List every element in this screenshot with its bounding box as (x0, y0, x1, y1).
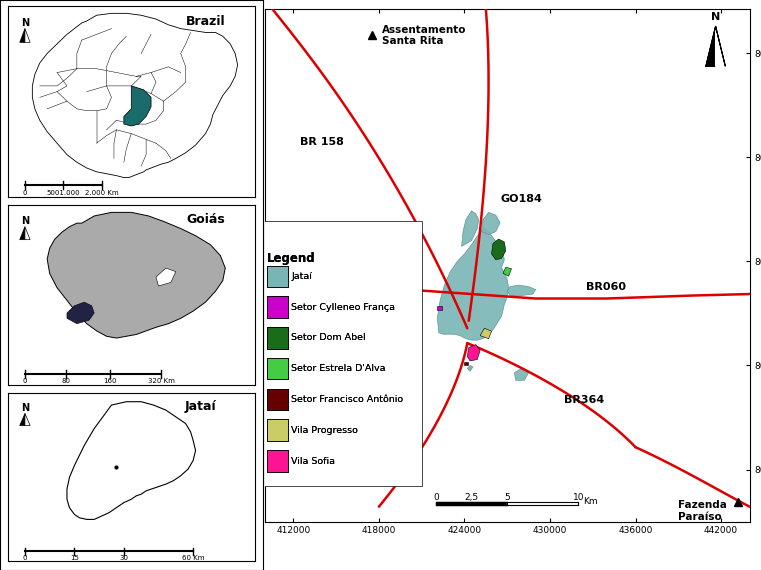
Text: BR364: BR364 (564, 394, 604, 405)
Bar (267, 358, 288, 380)
Polygon shape (25, 28, 30, 42)
Text: Fazenda
Paraíso: Fazenda Paraíso (678, 500, 728, 522)
Text: Legend: Legend (267, 252, 316, 265)
Text: BR 158: BR 158 (301, 137, 344, 148)
Text: 60 Km: 60 Km (182, 555, 205, 561)
Text: 10: 10 (573, 493, 584, 502)
Text: 0: 0 (23, 555, 27, 561)
Text: 0: 0 (23, 190, 27, 196)
Polygon shape (514, 368, 529, 380)
Polygon shape (25, 227, 30, 239)
Polygon shape (508, 285, 536, 295)
Text: Goiás: Goiás (186, 213, 224, 226)
Bar (267, 327, 288, 349)
Bar (267, 389, 288, 410)
Text: BR060: BR060 (586, 282, 626, 292)
Text: Legend: Legend (267, 252, 316, 265)
Bar (267, 420, 288, 441)
Text: 15: 15 (70, 555, 79, 561)
Polygon shape (503, 267, 511, 276)
Text: Setor Francisco Antônio: Setor Francisco Antônio (291, 395, 403, 404)
Bar (267, 420, 288, 441)
Polygon shape (467, 365, 473, 372)
Text: N: N (21, 18, 29, 28)
Polygon shape (156, 268, 176, 286)
Bar (267, 327, 288, 349)
Text: Setor Estrela D'Alva: Setor Estrela D'Alva (291, 364, 386, 373)
Text: 5001.000: 5001.000 (46, 190, 80, 196)
Polygon shape (462, 211, 479, 246)
Polygon shape (438, 229, 508, 340)
Bar (267, 296, 288, 318)
Polygon shape (124, 86, 151, 126)
Text: N: N (21, 403, 29, 413)
Polygon shape (482, 212, 500, 235)
Text: Assentamento
Santa Rita: Assentamento Santa Rita (382, 25, 466, 46)
Polygon shape (67, 302, 94, 324)
Text: 5: 5 (505, 493, 510, 502)
Bar (267, 266, 288, 287)
Text: Setor Dom Abel: Setor Dom Abel (291, 333, 366, 343)
Text: N: N (21, 216, 29, 226)
Polygon shape (20, 227, 25, 239)
Text: Setor Cylleneo França: Setor Cylleneo França (291, 303, 396, 312)
Polygon shape (67, 402, 196, 519)
Polygon shape (480, 328, 492, 339)
Bar (267, 358, 288, 380)
Text: 80: 80 (61, 378, 70, 384)
Text: 160: 160 (103, 378, 117, 384)
Text: 30: 30 (119, 555, 129, 561)
Polygon shape (47, 213, 225, 338)
Bar (464, 363, 468, 365)
Bar (267, 296, 288, 318)
Text: Km: Km (583, 496, 597, 506)
Text: Vila Progresso: Vila Progresso (291, 426, 358, 435)
Polygon shape (25, 413, 30, 426)
Text: Vila Sofia: Vila Sofia (291, 457, 336, 466)
Text: Brazil: Brazil (186, 15, 225, 28)
Polygon shape (20, 413, 25, 426)
FancyBboxPatch shape (263, 222, 422, 486)
Text: Setor Estrela D'Alva: Setor Estrela D'Alva (291, 364, 386, 373)
Text: 2,5: 2,5 (464, 493, 479, 502)
Text: Setor Cylleneo França: Setor Cylleneo França (291, 303, 396, 312)
Polygon shape (492, 239, 506, 260)
Bar (267, 266, 288, 287)
Bar (438, 306, 442, 311)
Text: 320 Km: 320 Km (148, 378, 174, 384)
Bar (267, 450, 288, 472)
Text: Jataí: Jataí (185, 400, 216, 413)
Text: Vila Progresso: Vila Progresso (291, 426, 358, 435)
Polygon shape (20, 28, 25, 42)
Polygon shape (467, 345, 480, 361)
Text: Setor Francisco Antônio: Setor Francisco Antônio (291, 395, 403, 404)
Text: Jataí: Jataí (291, 272, 312, 281)
Bar (267, 389, 288, 410)
Text: 0: 0 (433, 493, 439, 502)
Text: Vila Sofia: Vila Sofia (291, 457, 336, 466)
Text: 2.000 Km: 2.000 Km (84, 190, 119, 196)
Bar (267, 450, 288, 472)
Polygon shape (32, 13, 237, 178)
Text: Jataí: Jataí (291, 272, 312, 281)
Text: GO184: GO184 (500, 194, 542, 204)
Text: 0: 0 (23, 378, 27, 384)
Text: Setor Dom Abel: Setor Dom Abel (291, 333, 366, 343)
